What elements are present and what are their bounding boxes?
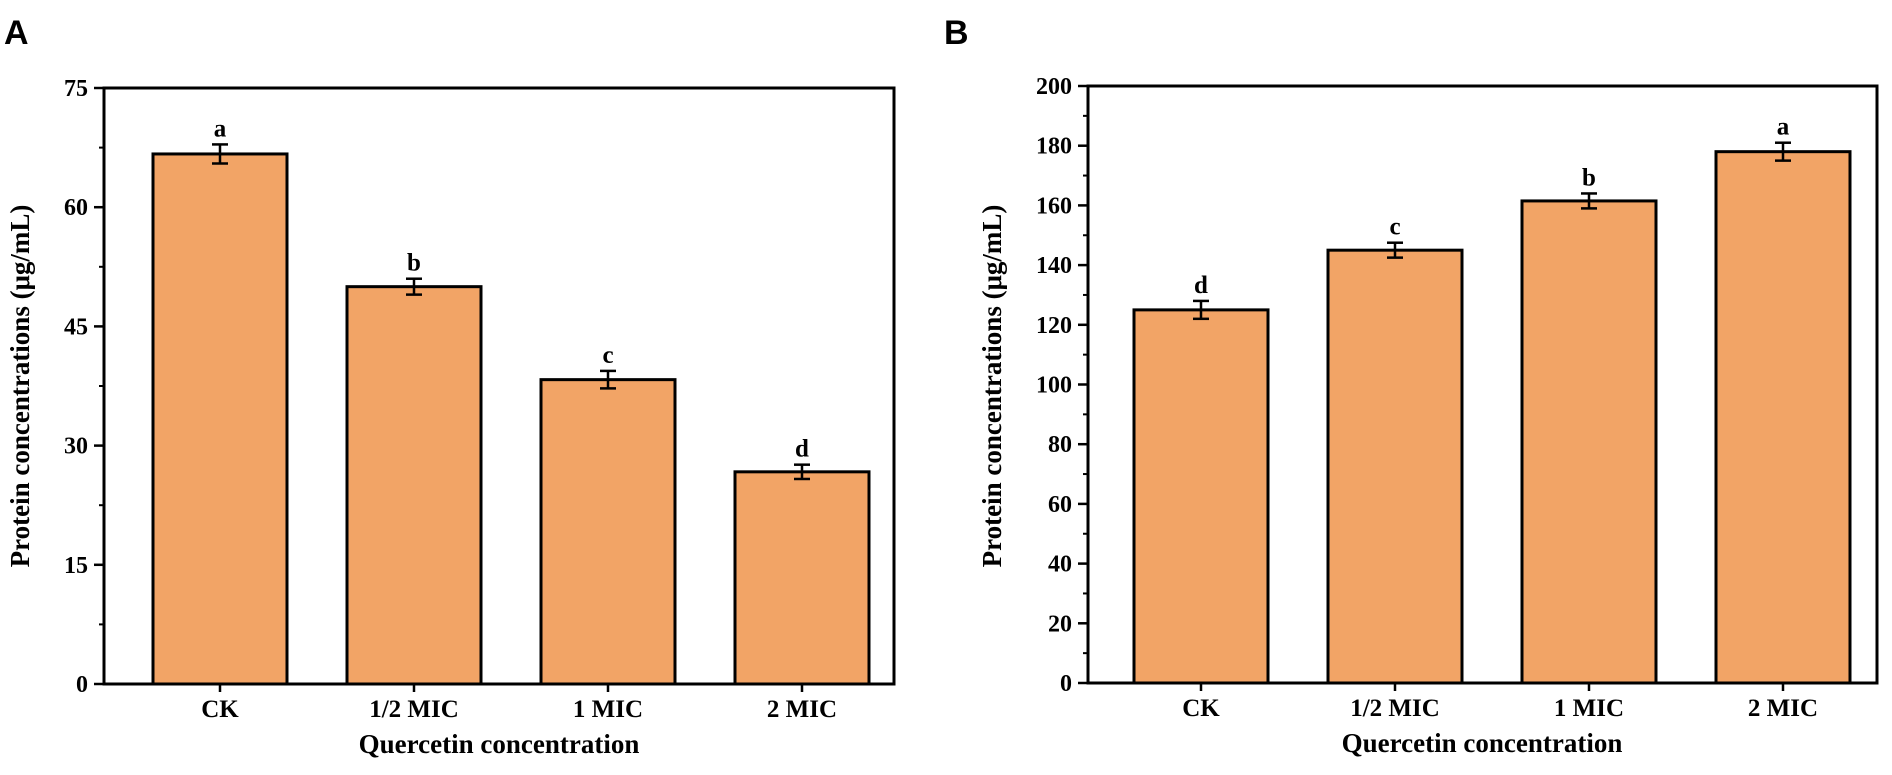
y-tick-label-a: 15	[64, 553, 88, 579]
x-axis-b: CK 1/2 MIC 1 MIC 2 MIC	[1182, 683, 1818, 722]
x-axis-a: CK 1/2 MIC 1 MIC 2 MIC	[201, 684, 837, 723]
y-tick-label-b: 80	[1048, 432, 1072, 458]
x-axis-title-a: Quercetin concentration	[359, 729, 640, 759]
x-tick-label-b: 1/2 MIC	[1350, 695, 1440, 722]
y-axis-title-b: Protein concentrations (μg/mL)	[977, 205, 1007, 568]
bar-a	[539, 378, 677, 686]
y-tick-label-a: 0	[76, 672, 88, 698]
y-tick-label-b: 180	[1036, 134, 1072, 160]
x-tick-label-a: 1/2 MIC	[369, 696, 459, 723]
y-tick-label-b: 20	[1048, 611, 1072, 637]
y-tick-label-b: 140	[1036, 253, 1072, 279]
bar-a	[733, 470, 871, 686]
bar-b	[1326, 248, 1464, 685]
x-tick-label-b: CK	[1182, 695, 1220, 722]
y-tick-label-a: 45	[64, 314, 88, 340]
y-axis-title-a: Protein concentrations (μg/mL)	[5, 205, 35, 568]
y-tick-label-a: 60	[64, 195, 88, 221]
y-tick-label-b: 100	[1036, 373, 1072, 399]
x-tick-label-a: 2 MIC	[767, 696, 837, 723]
bar-a	[345, 285, 483, 686]
y-tick-label-b: 40	[1048, 552, 1072, 578]
y-tick-label-b: 120	[1036, 313, 1072, 339]
y-axis-b: 0 20 40 60 80 100 120 140 160 180 200	[1036, 74, 1088, 697]
x-tick-label-a: 1 MIC	[573, 696, 643, 723]
bar-b	[1714, 150, 1852, 685]
x-tick-label-a: CK	[201, 696, 239, 723]
significance-letter-a: d	[795, 436, 809, 463]
bar-a	[151, 152, 289, 686]
y-tick-label-b: 60	[1048, 492, 1072, 518]
bars-b: d c b a	[1132, 114, 1852, 685]
bars-a: a b c d	[151, 115, 871, 686]
significance-letter-a: a	[214, 115, 227, 142]
x-tick-label-b: 1 MIC	[1554, 695, 1624, 722]
y-tick-label-a: 75	[64, 76, 88, 102]
panel-letter-a: A	[4, 14, 29, 52]
y-tick-label-a: 30	[64, 434, 88, 460]
y-axis-a: 0 15 30 45 60 75	[64, 76, 104, 698]
significance-letter-b: b	[1582, 164, 1596, 191]
bar-b	[1132, 308, 1270, 685]
y-tick-label-b: 0	[1060, 671, 1072, 697]
bar-b	[1520, 199, 1658, 685]
y-tick-label-b: 200	[1036, 74, 1072, 100]
chart-panel-a: A a b c d 0 15 30 45 60 75 CK 1/2 MIC 1 MIC 2 MIC Q…	[4, 14, 896, 759]
significance-letter-a: c	[602, 342, 613, 369]
significance-letter-b: a	[1777, 114, 1790, 141]
significance-letter-b: c	[1389, 214, 1400, 241]
x-tick-label-b: 2 MIC	[1748, 695, 1818, 722]
significance-letter-a: b	[407, 250, 421, 277]
significance-letter-b: d	[1194, 272, 1208, 299]
panel-letter-b: B	[944, 14, 969, 52]
chart-panel-b: B d c b a 0 20 40 60 80 100 120 140 160 180 200 CK 1/2…	[944, 14, 1879, 758]
x-axis-title-b: Quercetin concentration	[1342, 728, 1623, 758]
y-tick-label-b: 160	[1036, 193, 1072, 219]
